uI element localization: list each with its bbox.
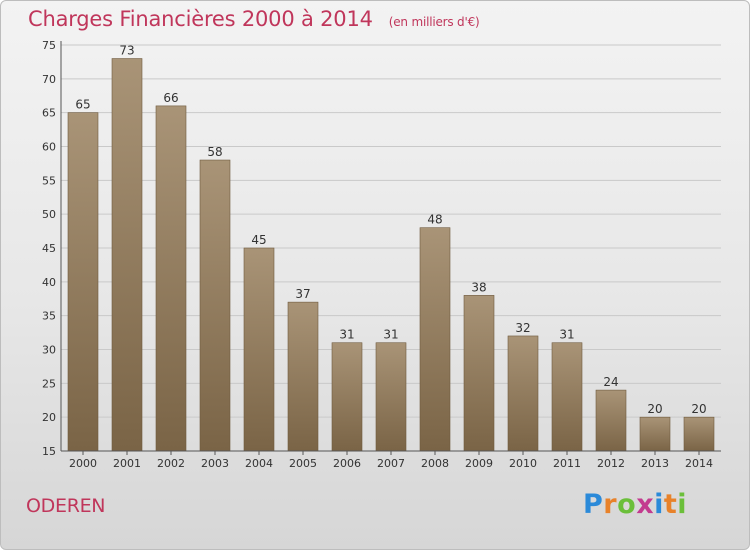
bar-value-label: 58 xyxy=(207,145,222,159)
x-tick-label: 2012 xyxy=(597,457,625,470)
y-tick-label: 55 xyxy=(42,174,56,187)
x-tick-label: 2014 xyxy=(685,457,713,470)
proxiti-logo[interactable]: Proxiti xyxy=(583,489,687,520)
bar xyxy=(507,335,539,452)
bar xyxy=(595,389,627,452)
bar xyxy=(683,416,715,452)
bar-value-label: 66 xyxy=(163,91,178,105)
bar-value-label: 32 xyxy=(515,321,530,335)
x-tick-label: 2004 xyxy=(245,457,273,470)
logo-letter: i xyxy=(677,489,688,520)
x-tick-label: 2013 xyxy=(641,457,669,470)
x-tick-label: 2002 xyxy=(157,457,185,470)
bar xyxy=(199,159,231,452)
logo-letter: P xyxy=(583,489,604,520)
bar-value-label: 48 xyxy=(427,213,442,227)
chart-subtitle: (en milliers d'€) xyxy=(388,15,480,29)
logo-letter: o xyxy=(617,489,637,520)
bar xyxy=(111,58,143,452)
bar xyxy=(551,342,583,452)
bar xyxy=(375,342,407,452)
y-tick-label: 40 xyxy=(42,276,56,289)
bars: 65 73 66 58 45 37 31 31 48 38 32 31 24 20 20 xyxy=(67,44,715,452)
y-tick-label: 30 xyxy=(42,344,56,357)
y-tick-label: 45 xyxy=(42,242,56,255)
y-tick-label: 50 xyxy=(42,208,56,221)
bar-value-label: 37 xyxy=(295,287,310,301)
logo-letter: t xyxy=(663,489,678,520)
logo-letter: i xyxy=(654,489,664,520)
y-tick-label: 20 xyxy=(42,411,56,424)
axes: 15 20 25 30 35 40 45 50 55 60 65 70 75 2000 2001 2002 20… xyxy=(42,39,721,470)
logo-letter: x xyxy=(636,489,655,520)
bar-value-label: 20 xyxy=(691,402,706,416)
city-name: ODEREN xyxy=(26,495,106,517)
y-tick-label: 75 xyxy=(42,39,56,52)
logo-letter: r xyxy=(603,489,618,520)
bar xyxy=(463,295,495,452)
x-tick-label: 2005 xyxy=(289,457,317,470)
bar-value-label: 38 xyxy=(471,280,486,294)
bar-value-label: 31 xyxy=(339,328,354,342)
bar xyxy=(419,227,451,452)
bar-value-label: 20 xyxy=(647,402,662,416)
bar-value-label: 73 xyxy=(119,44,134,58)
bar xyxy=(155,105,187,452)
chart-title: Charges Financières 2000 à 2014 (en milli… xyxy=(28,7,480,31)
x-tick-label: 2010 xyxy=(509,457,537,470)
bar-value-label: 31 xyxy=(559,328,574,342)
y-tick-label: 25 xyxy=(42,377,56,390)
bar xyxy=(287,301,319,452)
y-tick-label: 15 xyxy=(42,445,56,458)
bar-value-label: 24 xyxy=(603,375,618,389)
chart-title-text: Charges Financières 2000 à 2014 xyxy=(28,7,373,31)
y-tick-label: 60 xyxy=(42,141,56,154)
x-tick-label: 2009 xyxy=(465,457,493,470)
bar-value-label: 45 xyxy=(251,233,266,247)
x-tick-label: 2007 xyxy=(377,457,405,470)
bar xyxy=(67,112,99,452)
bar xyxy=(639,416,671,452)
x-tick-label: 2008 xyxy=(421,457,449,470)
x-tick-label: 2011 xyxy=(553,457,581,470)
x-tick-label: 2000 xyxy=(69,457,97,470)
y-tick-label: 35 xyxy=(42,310,56,323)
x-tick-label: 2001 xyxy=(113,457,141,470)
x-tick-label: 2006 xyxy=(333,457,361,470)
bar-value-label: 31 xyxy=(383,328,398,342)
x-tick-label: 2003 xyxy=(201,457,229,470)
y-tick-label: 65 xyxy=(42,107,56,120)
bar xyxy=(243,247,275,452)
bar xyxy=(331,342,363,452)
y-tick-label: 70 xyxy=(42,73,56,86)
bar-value-label: 65 xyxy=(75,98,90,112)
